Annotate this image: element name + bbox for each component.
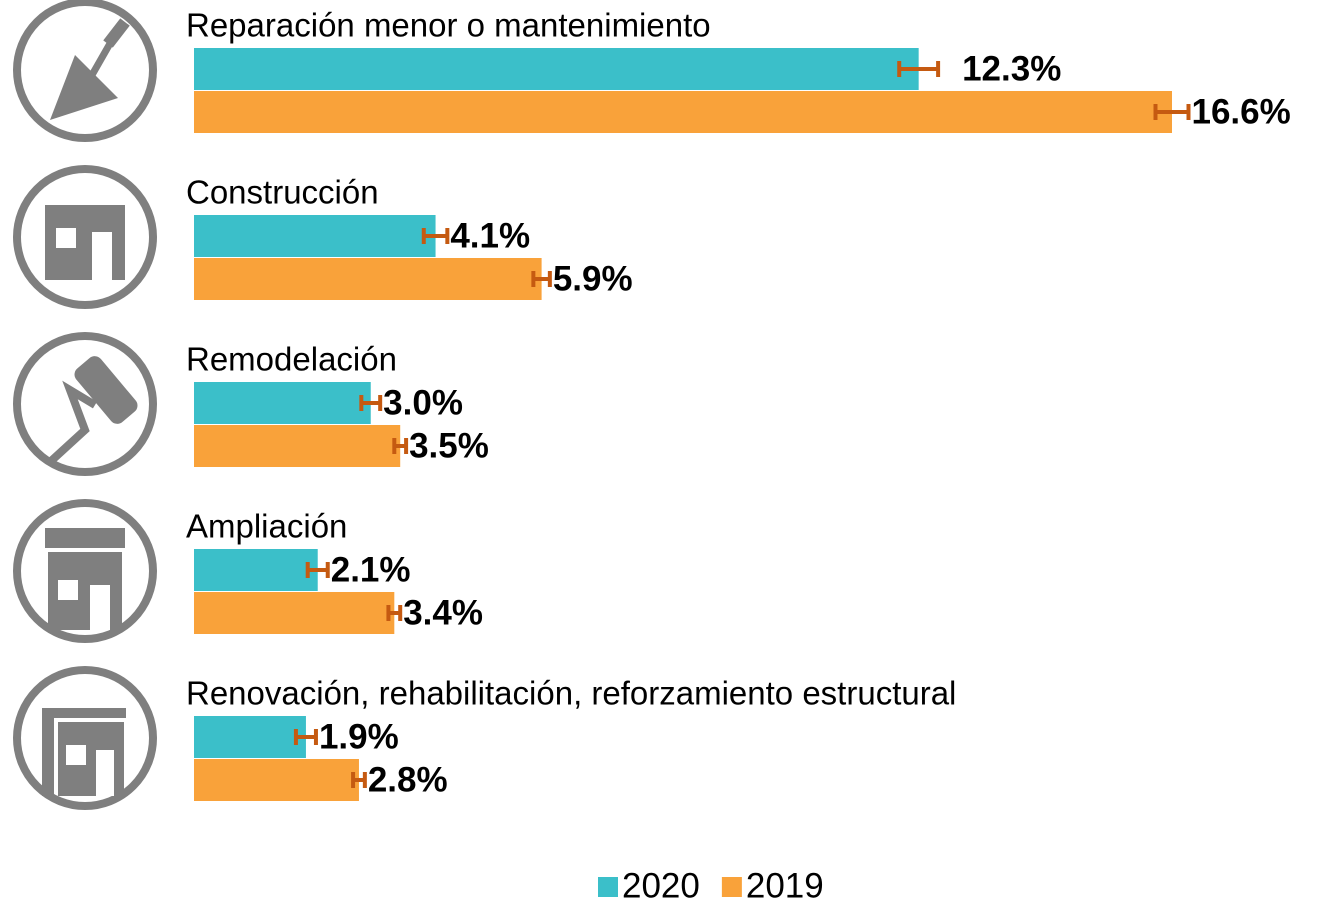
category-label: Reparación menor o mantenimiento (186, 7, 711, 44)
value-label: 4.1% (450, 216, 530, 255)
trowel-icon (13, 0, 157, 142)
error-bar (305, 562, 330, 578)
error-bar (351, 772, 367, 788)
roller-icon (13, 332, 157, 476)
error-bar (531, 271, 552, 287)
legend-label: 2019 (746, 866, 824, 905)
error-bar (392, 438, 409, 454)
bar (194, 592, 395, 634)
value-label: 3.4% (403, 593, 483, 632)
error-bar (897, 61, 941, 77)
bar (194, 425, 401, 467)
error-bar (1153, 104, 1191, 120)
error-bar (293, 729, 318, 745)
legend-swatch (721, 877, 742, 897)
value-label: 1.9% (319, 717, 399, 756)
error-bar (386, 605, 403, 621)
house-icon (13, 499, 157, 643)
category-label: Construcción (186, 174, 379, 211)
error-bar (359, 395, 383, 411)
legend-swatch (598, 877, 618, 897)
icons (13, 0, 157, 810)
bar (194, 215, 436, 257)
scaffold-icon (13, 666, 157, 810)
bar (194, 48, 919, 90)
bar (194, 759, 359, 801)
value-label: 3.0% (383, 383, 463, 422)
legend-label: 2020 (622, 866, 700, 905)
value-label: 2.8% (368, 760, 448, 799)
error-bar (421, 228, 450, 244)
wall-icon (13, 165, 157, 309)
value-label: 12.3% (962, 49, 1061, 88)
value-label: 3.5% (409, 426, 489, 465)
bar (194, 716, 306, 758)
value-label: 2.1% (331, 550, 411, 589)
bar (194, 91, 1172, 133)
bar (194, 382, 371, 424)
category-label: Renovación, rehabilitación, reforzamient… (186, 675, 956, 712)
value-label: 5.9% (553, 259, 633, 298)
category-label: Remodelación (186, 341, 397, 378)
bar (194, 549, 318, 591)
value-label: 16.6% (1191, 92, 1290, 131)
bar (194, 258, 542, 300)
category-label: Ampliación (186, 508, 347, 545)
